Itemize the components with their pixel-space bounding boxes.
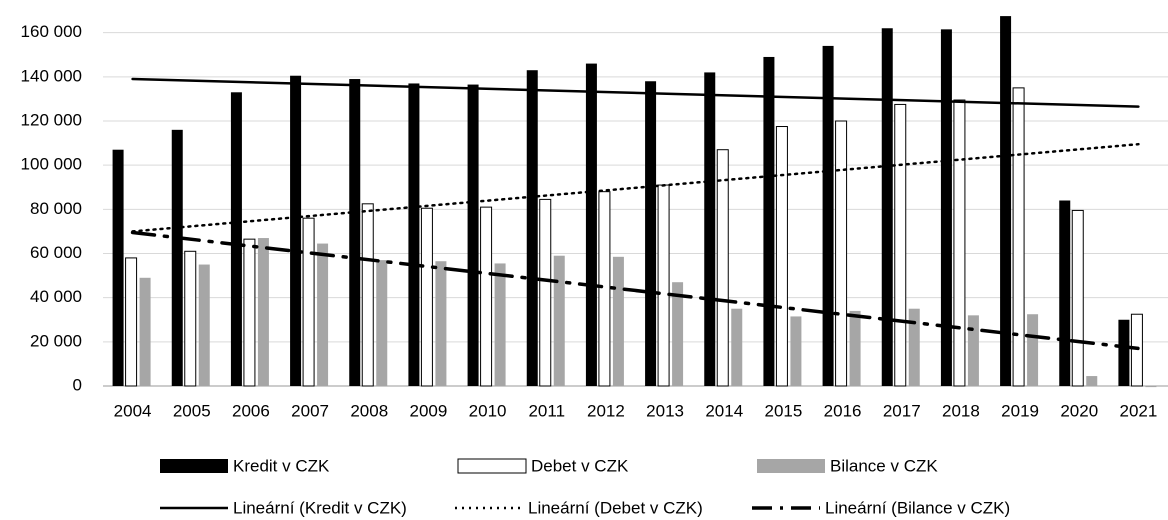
bar — [112, 149, 124, 386]
trendline — [130, 230, 1141, 351]
x-tick-label: 2013 — [646, 401, 684, 420]
bar — [645, 81, 657, 386]
x-tick-label: 2017 — [883, 401, 921, 420]
x-tick-label: 2005 — [173, 401, 211, 420]
x-tick-label: 2009 — [410, 401, 448, 420]
bar — [139, 277, 151, 386]
bar — [967, 315, 979, 386]
bar — [881, 28, 893, 386]
y-tick-label: 20 000 — [30, 331, 82, 350]
bar — [894, 103, 907, 387]
x-tick-label: 2004 — [114, 401, 152, 420]
bar — [1145, 386, 1157, 388]
x-tick-label: 2010 — [469, 401, 507, 420]
bar — [704, 72, 716, 387]
legend-label: Bilance v CZK — [830, 456, 938, 475]
bar — [290, 75, 302, 387]
legend-swatch — [457, 458, 527, 474]
bar — [790, 316, 802, 386]
legend-label: Lineární (Bilance v CZK) — [825, 498, 1010, 517]
bar — [849, 310, 861, 386]
bar — [553, 255, 565, 386]
y-tick-label: 80 000 — [30, 199, 82, 218]
bar — [835, 120, 848, 387]
bar — [243, 238, 256, 387]
x-tick-label: 2014 — [705, 401, 743, 420]
bar — [361, 203, 374, 387]
bar — [257, 238, 269, 386]
bar — [822, 45, 834, 387]
trendline — [131, 77, 1140, 108]
trendline — [131, 142, 1140, 233]
legend-label: Lineární (Kredit v CZK) — [233, 498, 407, 517]
bar — [908, 308, 920, 386]
bar — [494, 263, 506, 386]
bar — [716, 149, 729, 387]
legend-swatch — [757, 459, 825, 473]
bar — [230, 92, 242, 387]
bar — [1000, 16, 1012, 387]
bar — [1118, 319, 1130, 386]
y-tick-label: 160 000 — [21, 22, 82, 41]
bar — [467, 84, 479, 386]
bar — [657, 184, 670, 387]
bar — [480, 206, 493, 387]
x-tick-label: 2016 — [824, 401, 862, 420]
y-tick-label: 100 000 — [21, 155, 82, 174]
bar — [408, 83, 420, 386]
bar — [1071, 209, 1084, 387]
x-tick-label: 2012 — [587, 401, 625, 420]
bar — [953, 99, 966, 387]
bar — [539, 198, 552, 387]
bar — [775, 126, 788, 387]
bar — [1086, 376, 1098, 386]
legend-swatch — [160, 459, 228, 473]
x-tick-label: 2007 — [291, 401, 329, 420]
bar — [612, 256, 624, 386]
y-tick-label: 0 — [73, 375, 82, 394]
bar — [672, 282, 684, 386]
bar — [317, 243, 329, 386]
x-tick-label: 2006 — [232, 401, 270, 420]
legend-label: Kredit v CZK — [233, 456, 330, 475]
x-tick-label: 2015 — [765, 401, 803, 420]
bar — [376, 260, 388, 386]
y-tick-label: 60 000 — [30, 243, 82, 262]
legend-label: Debet v CZK — [531, 456, 629, 475]
bar — [420, 207, 433, 387]
bar — [1012, 87, 1025, 387]
bar — [1130, 313, 1143, 387]
x-tick-label: 2011 — [528, 401, 565, 420]
bar — [526, 70, 538, 386]
bar — [940, 29, 952, 387]
bar — [302, 217, 315, 387]
y-tick-label: 140 000 — [21, 66, 82, 85]
bar — [763, 56, 775, 386]
bar — [125, 257, 138, 387]
bar — [198, 264, 210, 386]
x-tick-label: 2008 — [350, 401, 388, 420]
bar — [1027, 314, 1039, 386]
bar — [435, 261, 447, 386]
bar — [184, 250, 197, 387]
bar — [731, 308, 743, 386]
y-tick-label: 120 000 — [21, 110, 82, 129]
bar — [171, 129, 183, 387]
bar — [598, 191, 611, 387]
x-tick-label: 2021 — [1120, 401, 1158, 420]
x-tick-label: 2020 — [1060, 401, 1098, 420]
bar — [585, 63, 597, 386]
bar — [1059, 200, 1071, 386]
x-tick-label: 2019 — [1001, 401, 1039, 420]
y-tick-label: 40 000 — [30, 287, 82, 306]
bar — [349, 79, 361, 387]
x-tick-label: 2018 — [942, 401, 980, 420]
legend-label: Lineární (Debet v CZK) — [528, 498, 703, 517]
